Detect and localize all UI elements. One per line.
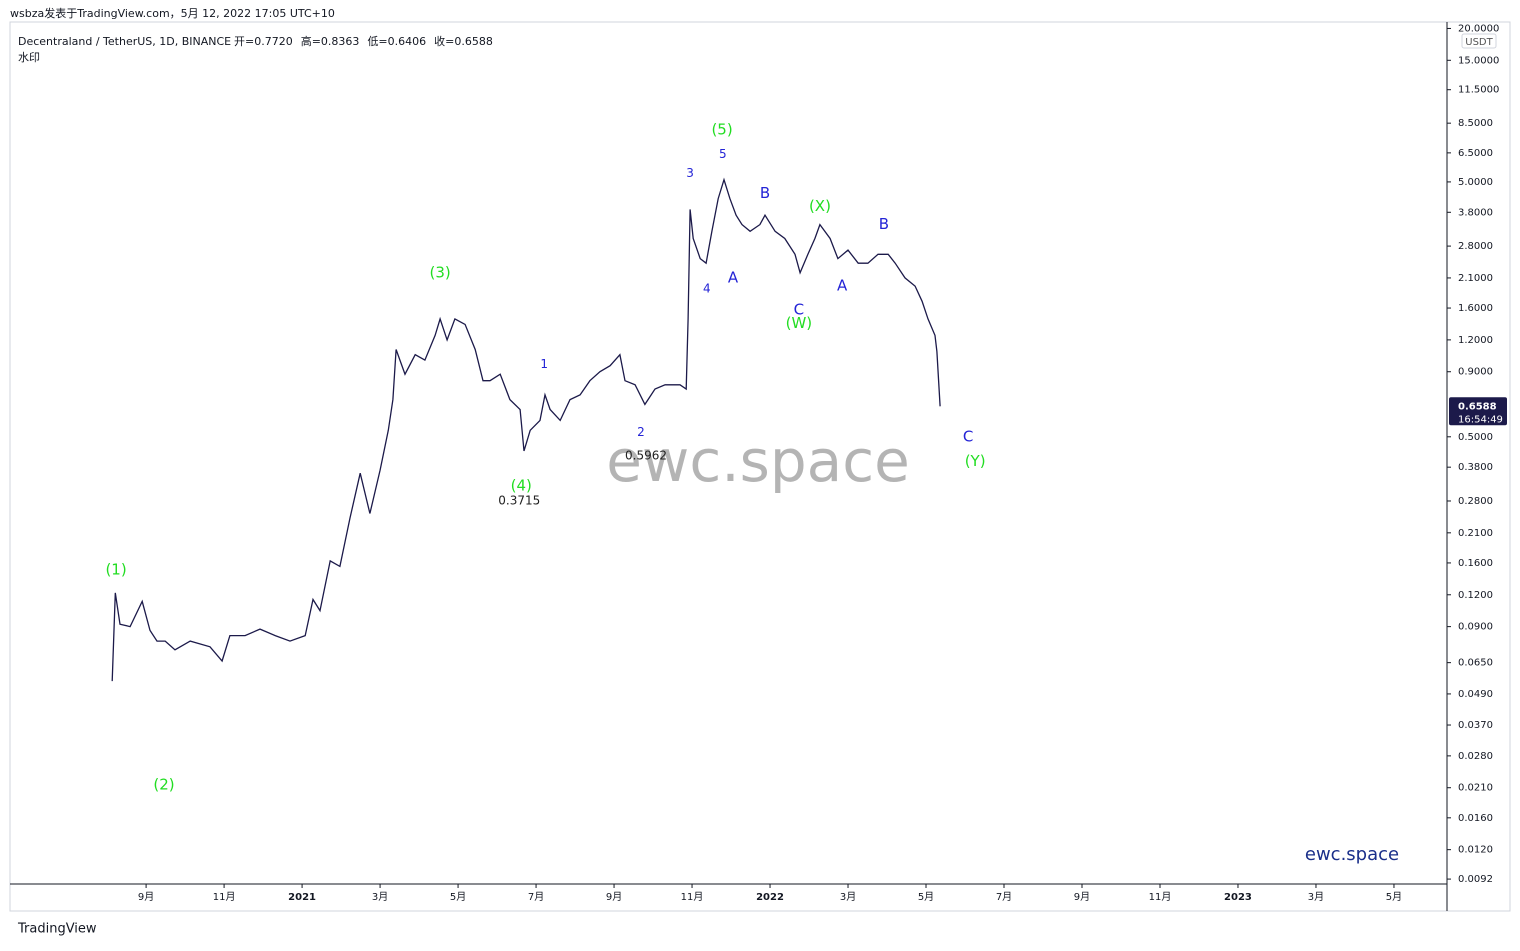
wave-label: 1 [540, 357, 548, 371]
y-tick-label: 0.0650 [1458, 658, 1493, 669]
wave-label: A [728, 268, 739, 286]
y-tick-label: 0.3800 [1458, 462, 1493, 473]
published: wsbza发表于TradingView.com，5月 12, 2022 17:0… [10, 6, 335, 20]
y-tick-label: 1.6000 [1458, 303, 1493, 314]
frame [9, 21, 1511, 912]
wave-label: (1) [105, 561, 126, 579]
wave-label: 3 [686, 166, 694, 180]
y-tick-label: 3.8000 [1458, 207, 1493, 218]
y-tick-label: 5.0000 [1458, 177, 1493, 188]
y-tick-label: 1.2000 [1458, 335, 1493, 346]
x-tick-label: 11月 [213, 891, 236, 903]
y-tick-label: 0.2800 [1458, 496, 1493, 507]
ohlc-item: 开=0.7720 [234, 35, 293, 48]
ohlc-item: 收=0.6588 [434, 34, 493, 48]
y-tick-label: 20.0000 [1458, 23, 1499, 34]
y-tick-label: 0.0280 [1458, 751, 1493, 762]
wave-label: (4) [511, 477, 532, 495]
y-tick-label: 11.5000 [1458, 85, 1499, 96]
currency-box [1461, 33, 1497, 49]
price-line [111, 177, 941, 682]
x-tick-label: 5月 [450, 891, 466, 903]
y-tick-label: 0.0120 [1458, 845, 1493, 856]
wave-label: 2 [637, 425, 645, 439]
x-tick-label: 5月 [1386, 891, 1402, 903]
x-tick-label: 11月 [681, 891, 704, 903]
ohlc-item: 低=0.6406 [367, 35, 426, 48]
price-badge-label: 0.6588 [1458, 401, 1497, 412]
wave-label: (W) [786, 314, 813, 332]
symbol-title: Decentraland / TetherUS, 1D, BINANCE [18, 35, 231, 48]
x-tick-label: 2022 [756, 892, 784, 903]
subtitle: 水印 [18, 51, 40, 64]
wave-label: (X) [809, 197, 831, 215]
y-tick-label: 0.0160 [1458, 813, 1493, 824]
y-tick-label: 0.1600 [1458, 558, 1493, 569]
x-tick-label: 11月 [1149, 891, 1172, 903]
x-tick-label: 7月 [528, 891, 544, 903]
wave-label: 0.5962 [625, 449, 667, 463]
x-tick-label: 2023 [1224, 892, 1252, 903]
y-tick-label: 15.0000 [1458, 55, 1499, 66]
wave-label: B [879, 215, 889, 233]
y-tick-label: 0.0370 [1458, 720, 1493, 731]
x-tick-label: 9月 [138, 891, 154, 903]
wave-label: 5 [719, 147, 727, 161]
y-tick-label: 0.0490 [1458, 689, 1493, 700]
wave-label: (Y) [965, 452, 986, 470]
y-tick-label: 2.1000 [1458, 273, 1493, 284]
x-tick-label: 3月 [1308, 891, 1324, 903]
x-tick-label: 3月 [372, 891, 388, 903]
watermark: ewc.space [606, 427, 910, 495]
ohlc: 开=0.7720 高=0.8363 低=0.6406 收=0.6588 [234, 34, 493, 48]
wave-label: C [963, 427, 973, 445]
y-tick-label: 0.0900 [1458, 622, 1493, 633]
x-tick-label: 3月 [840, 891, 856, 903]
y-tick-label: 8.5000 [1458, 118, 1493, 129]
wave-label: (5) [711, 120, 732, 138]
wave-label: (2) [153, 776, 174, 794]
wave-label: A [837, 277, 848, 295]
brand: ewc.space [1305, 844, 1399, 865]
x-tick-label: 5月 [918, 891, 934, 903]
ohlc-item: 高=0.8363 [301, 34, 360, 48]
y-tick-label: 0.0210 [1458, 783, 1493, 794]
currency: USDT [1465, 37, 1493, 48]
y-tick-label: 0.0092 [1458, 874, 1493, 885]
x-tick-label: 7月 [996, 891, 1012, 903]
wave-label: (3) [430, 263, 451, 281]
x-tick-label: 9月 [1074, 891, 1090, 903]
x-tick-label: 2021 [288, 892, 316, 903]
wave-label: B [760, 184, 770, 202]
y-tick-label: 0.5000 [1458, 432, 1493, 443]
y-tick-label: 0.1200 [1458, 590, 1493, 601]
y-tick-label: 2.8000 [1458, 241, 1493, 252]
price-badge [1449, 397, 1507, 426]
footer-brand: TradingView [17, 922, 97, 937]
y-tick-label: 6.5000 [1458, 148, 1493, 159]
y-tick-label: 0.9000 [1458, 367, 1493, 378]
wave-label: 0.3715 [498, 493, 540, 507]
wave-label: C [794, 301, 804, 319]
x-tick-label: 9月 [606, 891, 622, 903]
y-tick-label: 0.2100 [1458, 528, 1493, 539]
wave-label: 4 [703, 282, 711, 296]
countdown: 16:54:49 [1458, 414, 1503, 425]
